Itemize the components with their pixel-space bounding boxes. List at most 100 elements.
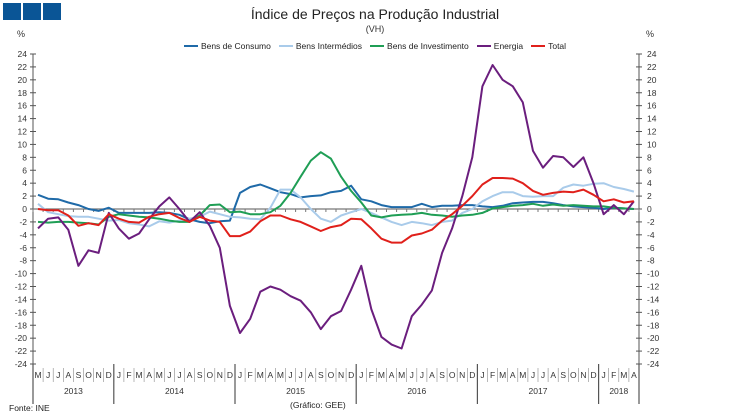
- x-month-label: A: [389, 370, 395, 380]
- x-month-label: O: [206, 370, 213, 380]
- x-month-label: M: [136, 370, 143, 380]
- x-month-label: O: [328, 370, 335, 380]
- x-month-label: N: [580, 370, 586, 380]
- y-tick-label-left: 12: [18, 127, 28, 137]
- x-month-label: M: [257, 370, 264, 380]
- legend: Bens de Consumo Bens Intermédios Bens de I…: [0, 41, 750, 51]
- legend-label: Bens de Investimento: [387, 41, 469, 51]
- legend-swatch: [370, 44, 385, 48]
- x-year-label: 2013: [64, 386, 83, 396]
- y-tick-label-right: 10: [647, 139, 657, 149]
- x-month-label: J: [238, 370, 242, 380]
- x-month-label: A: [308, 370, 314, 380]
- logo-square-icon: [3, 3, 21, 20]
- y-tick-label-right: 2: [647, 191, 652, 201]
- legend-item: Total: [531, 41, 566, 51]
- legend-label: Energia: [493, 41, 524, 51]
- x-month-label: S: [76, 370, 82, 380]
- x-month-label: A: [268, 370, 274, 380]
- legend-swatch: [531, 44, 546, 48]
- y-tick-label-left: -4: [19, 230, 27, 240]
- y-tick-label-left: -24: [15, 359, 28, 369]
- series-line-energia: [37, 64, 635, 350]
- y-tick-label-right: 24: [647, 49, 657, 59]
- x-month-label: F: [490, 370, 495, 380]
- x-month-label: M: [519, 370, 526, 380]
- x-month-label: O: [449, 370, 456, 380]
- y-tick-label-right: -8: [647, 256, 655, 266]
- y-tick-label-left: 20: [18, 75, 28, 85]
- x-month-label: S: [197, 370, 203, 380]
- y-tick-label-right: 18: [647, 88, 657, 98]
- x-month-label: N: [459, 370, 465, 380]
- x-month-label: M: [156, 370, 163, 380]
- left-axis-unit: %: [17, 29, 26, 39]
- y-tick-label-left: 0: [22, 204, 27, 214]
- y-tick-label-right: 16: [647, 101, 657, 111]
- x-month-label: J: [480, 370, 484, 380]
- series-line-total: [37, 177, 635, 244]
- x-month-label: M: [499, 370, 506, 380]
- x-month-label: M: [378, 370, 385, 380]
- x-year-label: 2015: [286, 386, 305, 396]
- y-tick-label-left: 8: [22, 152, 27, 162]
- y-tick-label-left: -10: [15, 269, 28, 279]
- chart-title: Índice de Preços na Produção Industrial: [250, 6, 500, 22]
- legend-item: Bens Intermédios: [278, 41, 362, 51]
- x-month-label: J: [531, 370, 535, 380]
- y-tick-label-right: -12: [647, 282, 660, 292]
- x-month-label: D: [106, 370, 112, 380]
- x-month-label: D: [469, 370, 475, 380]
- y-tick-label-right: -10: [647, 269, 660, 279]
- y-tick-label-right: -4: [647, 230, 655, 240]
- y-tick-label-left: -20: [15, 333, 28, 343]
- y-tick-label-left: 4: [22, 178, 27, 188]
- x-month-label: A: [550, 370, 556, 380]
- y-tick-label-left: 2: [22, 191, 27, 201]
- x-month-label: D: [348, 370, 354, 380]
- x-month-label: J: [117, 370, 121, 380]
- y-tick-label-left: 10: [18, 139, 28, 149]
- y-tick-label-right: 12: [647, 127, 657, 137]
- x-month-label: J: [288, 370, 292, 380]
- legend-label: Bens de Consumo: [200, 41, 271, 51]
- x-month-label: F: [126, 370, 131, 380]
- chart-subtitle: (VH): [365, 24, 385, 34]
- y-tick-label-right: 22: [647, 62, 657, 72]
- y-tick-label-left: -14: [15, 294, 28, 304]
- x-month-label: F: [248, 370, 253, 380]
- y-tick-label-right: -2: [647, 217, 655, 227]
- x-month-label: F: [611, 370, 616, 380]
- legend-swatch: [183, 44, 198, 48]
- y-tick-label-left: -6: [19, 243, 27, 253]
- y-tick-label-right: -14: [647, 294, 660, 304]
- x-month-label: N: [217, 370, 223, 380]
- x-month-label: A: [187, 370, 193, 380]
- x-month-label: S: [318, 370, 324, 380]
- x-month-label: J: [359, 370, 363, 380]
- y-tick-label-left: -12: [15, 282, 28, 292]
- x-month-label: M: [35, 370, 42, 380]
- y-tick-label-left: 6: [22, 165, 27, 175]
- x-month-label: D: [590, 370, 596, 380]
- x-month-label: O: [85, 370, 92, 380]
- x-month-label: A: [429, 370, 435, 380]
- x-year-label: 2018: [609, 386, 628, 396]
- x-month-label: J: [602, 370, 606, 380]
- x-month-label: A: [631, 370, 637, 380]
- x-month-label: N: [96, 370, 102, 380]
- x-year-label: 2014: [165, 386, 184, 396]
- x-month-label: J: [167, 370, 171, 380]
- x-year-label: 2016: [407, 386, 426, 396]
- legend-item: Bens de Consumo: [183, 41, 271, 51]
- y-tick-label-right: -6: [647, 243, 655, 253]
- y-tick-label-left: -2: [19, 217, 27, 227]
- y-tick-label-right: 14: [647, 114, 657, 124]
- y-tick-label-right: -22: [647, 346, 660, 356]
- series-line-bens-de-consumo: [37, 183, 634, 225]
- x-month-label: D: [227, 370, 233, 380]
- y-tick-label-left: -22: [15, 346, 28, 356]
- x-year-label: 2017: [529, 386, 548, 396]
- right-axis-unit: %: [646, 29, 655, 39]
